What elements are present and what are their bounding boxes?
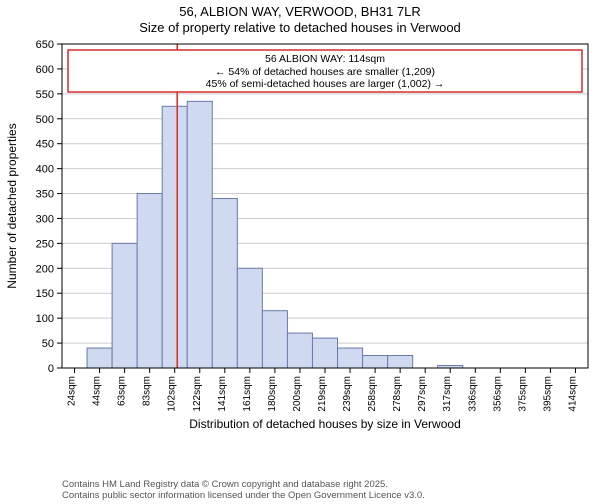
x-tick-label: 180sqm (267, 376, 278, 412)
chart-title-block: 56, ALBION WAY, VERWOOD, BH31 7LR Size o… (0, 4, 600, 35)
x-tick-label: 122sqm (192, 376, 203, 412)
svg-text:500: 500 (36, 114, 54, 126)
x-tick-label: 317sqm (442, 376, 453, 412)
histogram-bar (87, 348, 112, 368)
histogram-bar (312, 338, 337, 368)
svg-text:650: 650 (36, 40, 54, 51)
svg-text:400: 400 (36, 164, 54, 176)
histogram-bar (112, 243, 137, 368)
x-tick-label: 356sqm (492, 376, 503, 412)
svg-text:150: 150 (36, 288, 54, 300)
x-tick-label: 414sqm (567, 376, 578, 412)
svg-text:250: 250 (36, 238, 54, 250)
x-tick-label: 63sqm (117, 376, 128, 406)
histogram-bar (363, 356, 388, 368)
svg-text:600: 600 (36, 64, 54, 76)
svg-text:550: 550 (36, 89, 54, 101)
footer-line-2: Contains public sector information licen… (62, 491, 425, 502)
histogram-bar (212, 199, 237, 368)
x-tick-label: 83sqm (142, 376, 153, 406)
histogram-bar (388, 356, 413, 368)
x-tick-label: 161sqm (242, 376, 253, 412)
histogram-bar (338, 348, 363, 368)
title-line-2: Size of property relative to detached ho… (0, 20, 600, 35)
x-tick-label: 239sqm (342, 376, 353, 412)
svg-text:200: 200 (36, 263, 54, 275)
histogram-bar (187, 101, 212, 368)
x-tick-label: 278sqm (392, 376, 403, 412)
svg-text:100: 100 (36, 313, 54, 325)
x-tick-label: 44sqm (92, 376, 103, 406)
svg-text:50: 50 (42, 338, 54, 350)
x-tick-label: 200sqm (292, 376, 303, 412)
x-tick-label: 375sqm (517, 376, 528, 412)
histogram-bar (237, 268, 262, 368)
x-tick-label: 258sqm (367, 376, 378, 412)
chart-container: 0 50 100 150 200 250 300 350 400 450 500 550 600 650 2… (0, 40, 600, 460)
histogram-bar (287, 333, 312, 368)
x-tick-label: 297sqm (417, 376, 428, 412)
x-tick-label: 219sqm (317, 376, 328, 412)
svg-text:450: 450 (36, 139, 54, 151)
x-tick-label: 141sqm (217, 376, 228, 412)
histogram-bar (137, 194, 162, 368)
attribution-footer: Contains HM Land Registry data © Crown c… (62, 480, 425, 502)
x-tick-label: 395sqm (542, 376, 553, 412)
title-line-1: 56, ALBION WAY, VERWOOD, BH31 7LR (0, 4, 600, 19)
svg-text:0: 0 (48, 363, 54, 375)
annotation-line-2: ← 54% of detached houses are smaller (1,… (215, 66, 435, 78)
y-axis-label: Number of detached properties (5, 123, 19, 288)
histogram-bar (262, 311, 287, 368)
svg-text:350: 350 (36, 189, 54, 201)
x-tick-label: 102sqm (167, 376, 178, 412)
x-tick-label: 24sqm (67, 376, 78, 406)
svg-text:300: 300 (36, 213, 54, 225)
annotation-line-3: 45% of semi-detached houses are larger (… (206, 78, 445, 90)
annotation-line-1: 56 ALBION WAY: 114sqm (265, 53, 385, 65)
x-axis-label: Distribution of detached houses by size … (189, 417, 461, 431)
x-tick-label: 336sqm (467, 376, 478, 412)
histogram-chart: 0 50 100 150 200 250 300 350 400 450 500 550 600 650 2… (0, 40, 600, 460)
histogram-bar (162, 106, 187, 368)
